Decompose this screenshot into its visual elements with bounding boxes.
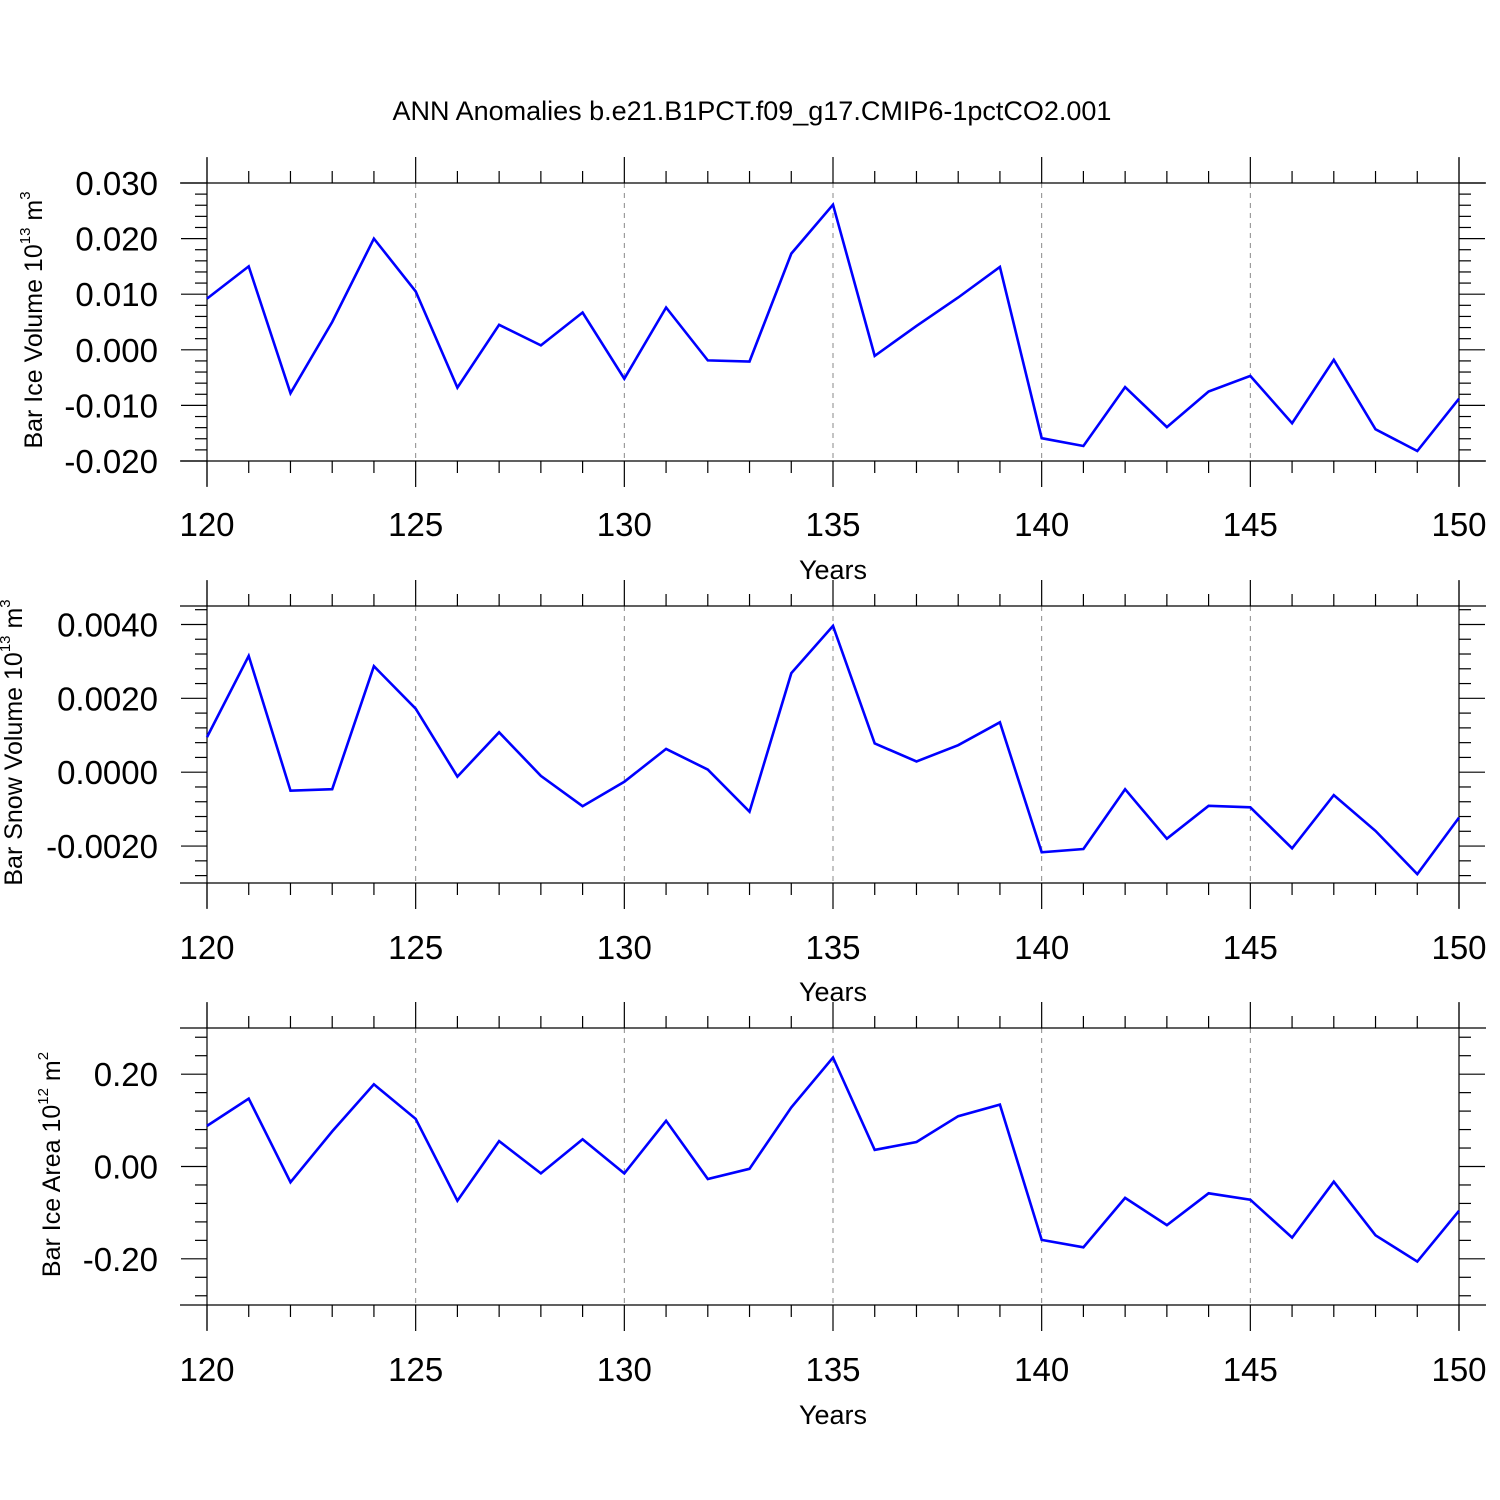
y-tick-label: 0.030 [75, 165, 158, 202]
y-axis-label-part: Bar Ice Area 10 [38, 1105, 66, 1277]
y-tick-label: -0.0020 [46, 828, 158, 865]
x-tick-label: 120 [179, 506, 234, 543]
x-axis-label: Years [799, 1400, 867, 1430]
panel-1: 120 125 130 135 140 145 150 -0.020 -0.010 0.000 0.… [17, 157, 1487, 585]
series-line [205, 623, 1461, 877]
y-axis-label-part: Bar Snow Volume 10 [0, 652, 28, 885]
x-tick-label: 130 [597, 506, 652, 543]
y-axis-label-superscript: 2 [35, 1052, 52, 1060]
series-line [206, 1055, 1461, 1264]
y-tick-label: 0.010 [75, 276, 158, 313]
x-tick-label: 130 [597, 1351, 652, 1388]
x-tick-label: 150 [1431, 506, 1486, 543]
x-tick-label: 135 [805, 929, 860, 966]
y-tick-label: -0.010 [64, 387, 158, 424]
x-tick-label: 145 [1223, 1351, 1278, 1388]
x-tick-label: 130 [597, 929, 652, 966]
panel-2: 120 125 130 135 140 145 150 -0.0020 0.0000 0.0020… [0, 580, 1487, 1007]
y-tick-label: -0.20 [83, 1241, 158, 1278]
y-tick-label: 0.000 [75, 332, 158, 369]
y-axis-label: Bar Snow Volume 1013 m3 [0, 599, 28, 885]
y-tick-label: 0.020 [75, 221, 158, 258]
series-line [206, 201, 1461, 453]
x-tick-label: 120 [179, 1351, 234, 1388]
x-tick-label: 135 [805, 506, 860, 543]
x-tick-label: 120 [179, 929, 234, 966]
y-tick-label: -0.020 [64, 443, 158, 480]
y-axis-label-superscript: 12 [35, 1088, 52, 1105]
x-tick-label: 140 [1014, 1351, 1069, 1388]
y-axis-label-superscript: 3 [17, 191, 34, 199]
y-tick-label: 0.0020 [57, 680, 158, 717]
x-tick-label: 140 [1014, 506, 1069, 543]
y-axis-label-superscript: 3 [0, 599, 14, 607]
y-axis-label-superscript: 13 [17, 228, 34, 245]
x-tick-label: 145 [1223, 929, 1278, 966]
y-tick-label: 0.0040 [57, 606, 158, 643]
y-axis-label-part: m [0, 608, 28, 636]
y-axis-label-part: Bar Ice Volume 10 [20, 244, 48, 448]
y-tick-label: 0.00 [94, 1149, 158, 1186]
x-tick-label: 145 [1223, 506, 1278, 543]
x-tick-label: 150 [1431, 929, 1486, 966]
figure-title: ANN Anomalies b.e21.B1PCT.f09_g17.CMIP6-… [393, 96, 1112, 126]
y-axis-label: Bar Ice Volume 1013 m3 [17, 191, 48, 448]
x-tick-label: 125 [388, 929, 443, 966]
y-axis-label-part: m [20, 200, 48, 228]
y-tick-label: 0.0000 [57, 754, 158, 791]
y-tick-label: 0.20 [94, 1056, 158, 1093]
x-tick-label: 125 [388, 506, 443, 543]
y-axis-label-superscript: 13 [0, 635, 14, 652]
y-axis-label-part: m [38, 1060, 66, 1088]
x-tick-label: 140 [1014, 929, 1069, 966]
panel-3: 120 125 130 135 140 145 150 -0.20 0.00 0.20 Years B… [35, 1002, 1487, 1430]
x-tick-label: 125 [388, 1351, 443, 1388]
y-axis-label: Bar Ice Area 1012 m2 [35, 1052, 66, 1277]
x-tick-label: 150 [1431, 1351, 1486, 1388]
x-tick-label: 135 [805, 1351, 860, 1388]
